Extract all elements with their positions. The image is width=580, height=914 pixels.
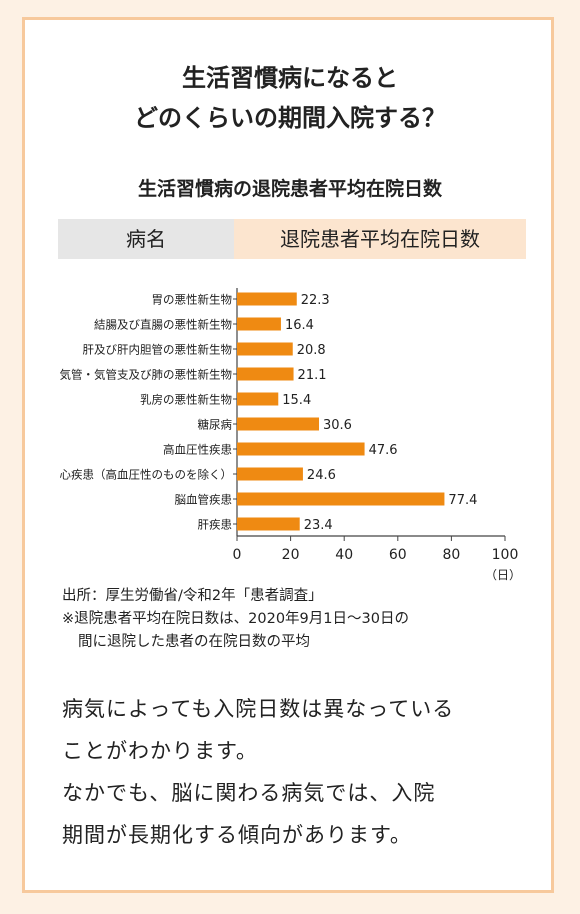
bar xyxy=(237,517,300,531)
headline: 生活習慣病になると どのくらいの期間入院する？ xyxy=(0,58,580,138)
category-label: 高血圧性疾患 xyxy=(163,443,232,457)
value-label: 77.4 xyxy=(448,493,477,508)
footnote-line1: ※退院患者平均在院日数は、2020年9月1日～30日の xyxy=(62,611,409,627)
x-tick-label: 60 xyxy=(389,547,407,563)
x-tick-label: 100 xyxy=(492,547,519,563)
footnote-line2: 間に退院した患者の在院日数の平均 xyxy=(78,634,310,650)
value-label: 23.4 xyxy=(304,518,333,533)
bar xyxy=(237,492,445,506)
x-tick-label: 40 xyxy=(335,547,353,563)
category-label: 脳血管疾患 xyxy=(175,493,233,507)
category-label: 胃の悪性新生物 xyxy=(152,293,233,307)
value-label: 20.8 xyxy=(297,343,326,358)
category-label: 肝疾患 xyxy=(198,518,233,532)
bar xyxy=(237,417,320,431)
x-tick-label: 20 xyxy=(282,547,300,563)
bar xyxy=(237,317,281,331)
category-label: 気管・気管支及び肺の悪性新生物 xyxy=(60,368,233,382)
chart-title: 生活習慣病の退院患者平均在院日数 xyxy=(137,178,442,200)
body-line4: 期間が長期化する傾向があります。 xyxy=(62,823,412,847)
bar xyxy=(237,467,303,481)
category-label: 結腸及び直腸の悪性新生物 xyxy=(94,318,232,332)
value-label: 15.4 xyxy=(282,393,311,408)
body-text: 病気によっても入院日数は異なっている ことがわかります。 なかでも、脳に関わる病… xyxy=(62,688,532,856)
category-label: 乳房の悪性新生物 xyxy=(140,393,232,407)
body-line1: 病気によっても入院日数は異なっている xyxy=(62,697,455,721)
notes: 出所：厚生労働省/令和2年「患者調査」 ※退院患者平均在院日数は、2020年9月… xyxy=(62,585,409,654)
column-header-days: 退院患者平均在院日数 xyxy=(234,219,526,259)
value-label: 21.1 xyxy=(298,368,327,383)
body-line2: ことがわかります。 xyxy=(62,739,258,763)
headline-line1: 生活習慣病になると xyxy=(182,64,398,92)
bar xyxy=(237,367,294,381)
bar xyxy=(237,292,297,306)
column-header-disease: 病名 xyxy=(58,219,234,259)
value-label: 24.6 xyxy=(307,468,336,483)
category-label: 肝及び肝内胆管の悪性新生物 xyxy=(83,343,233,357)
category-label: 糖尿病 xyxy=(198,418,233,432)
x-tick-label: 80 xyxy=(442,547,460,563)
x-axis-unit-label: （日） xyxy=(485,568,521,582)
value-label: 16.4 xyxy=(285,318,314,333)
category-label: 心疾患（高血圧性のものを除く） xyxy=(60,468,233,482)
bar xyxy=(237,392,279,406)
bar xyxy=(237,342,293,356)
value-label: 30.6 xyxy=(323,418,352,433)
body-line3: なかでも、脳に関わる病気では、入院 xyxy=(62,781,436,805)
x-tick-label: 0 xyxy=(233,547,242,563)
bar xyxy=(237,442,365,456)
headline-line2: どのくらいの期間入院する？ xyxy=(134,104,446,132)
value-label: 22.3 xyxy=(301,293,330,308)
value-label: 47.6 xyxy=(369,443,398,458)
source-note: 出所：厚生労働省/令和2年「患者調査」 xyxy=(62,588,323,604)
